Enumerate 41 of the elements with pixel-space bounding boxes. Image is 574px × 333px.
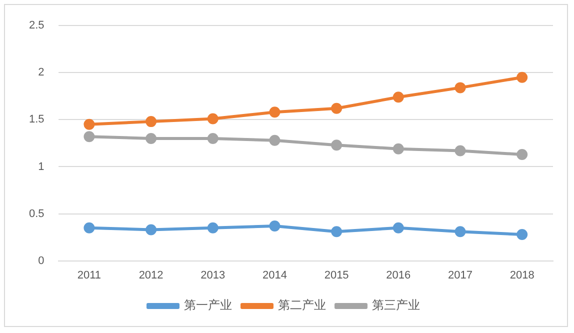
point — [269, 134, 280, 146]
legend-label: 第三产业 — [372, 298, 420, 312]
x-tick-label: 2018 — [510, 269, 534, 282]
legend-label: 第一产业 — [184, 298, 232, 312]
point — [331, 102, 342, 114]
point — [454, 145, 466, 156]
y-tick-label: 2 — [38, 66, 44, 79]
point — [516, 228, 528, 240]
y-tick-label: 2.5 — [28, 20, 44, 32]
point — [207, 222, 218, 234]
point — [269, 106, 280, 118]
x-tick-label: 2013 — [200, 269, 226, 282]
point — [146, 116, 157, 128]
point — [392, 92, 404, 103]
point — [207, 132, 218, 144]
point — [331, 226, 342, 238]
point — [207, 113, 218, 124]
y-tick-label: 0.5 — [28, 208, 44, 220]
y-tick-label: 1.5 — [28, 114, 44, 126]
point — [146, 224, 157, 236]
point — [331, 140, 342, 151]
y-tick-label: 1 — [38, 160, 44, 173]
x-tick-label: 2012 — [138, 269, 164, 282]
point — [269, 220, 280, 232]
y-tick-label: 0 — [38, 254, 44, 267]
point — [392, 222, 404, 234]
point — [392, 143, 404, 154]
point — [146, 132, 157, 144]
x-tick-label: 2015 — [324, 269, 349, 282]
point — [516, 72, 528, 83]
x-tick-label: 2011 — [77, 269, 102, 282]
x-tick-label: 2016 — [386, 269, 411, 282]
point — [516, 148, 528, 160]
legend-label: 第二产业 — [278, 298, 326, 312]
x-tick-label: 2014 — [262, 269, 287, 282]
point — [454, 82, 466, 94]
x-tick-label: 2017 — [448, 269, 472, 282]
point — [454, 226, 466, 238]
point — [84, 118, 95, 130]
point — [84, 222, 95, 234]
point — [84, 131, 95, 142]
